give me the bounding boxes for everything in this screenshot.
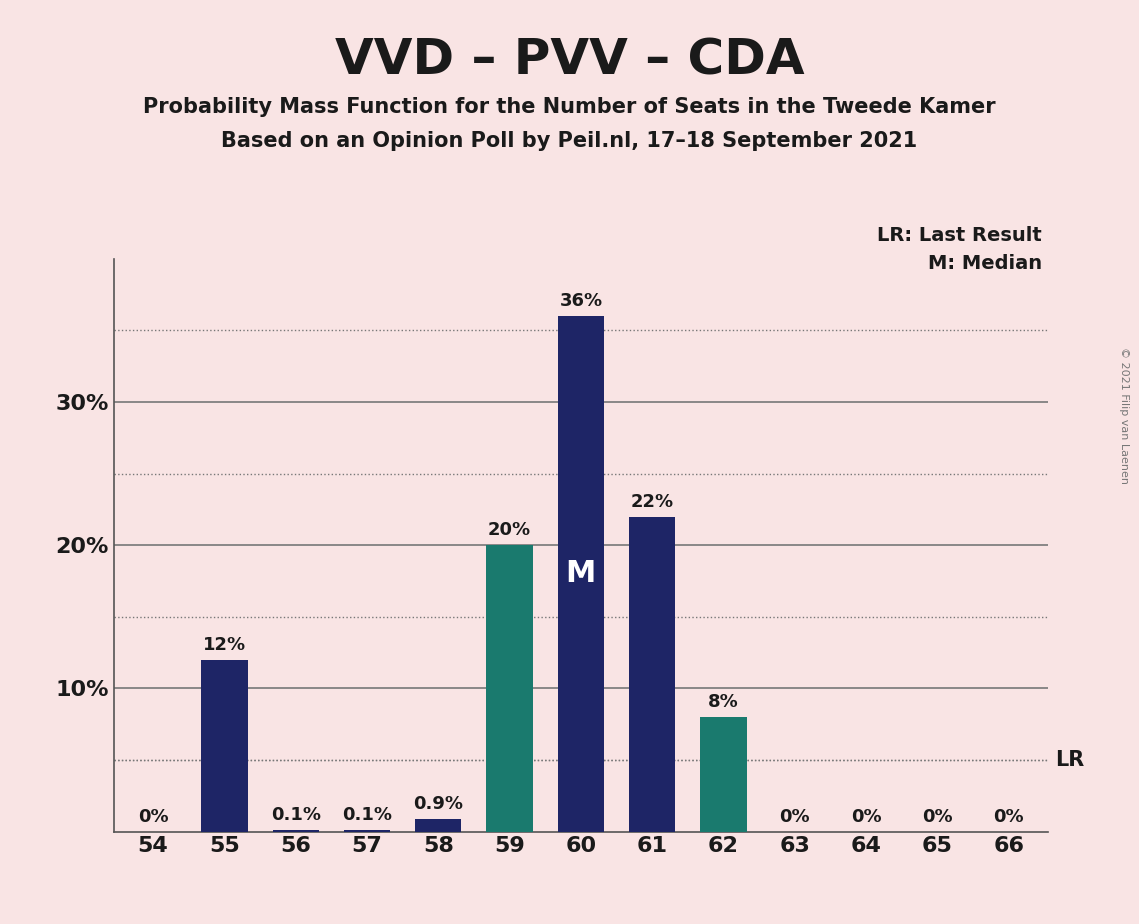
Text: 22%: 22%: [631, 492, 674, 511]
Text: M: Median: M: Median: [928, 254, 1042, 274]
Bar: [700, 717, 747, 832]
Bar: [629, 517, 675, 832]
Text: 0%: 0%: [993, 808, 1024, 826]
Bar: [415, 819, 461, 832]
Bar: [272, 830, 319, 832]
Text: Based on an Opinion Poll by Peil.nl, 17–18 September 2021: Based on an Opinion Poll by Peil.nl, 17–…: [221, 131, 918, 152]
Text: 0%: 0%: [138, 808, 169, 826]
Text: 20%: 20%: [487, 521, 531, 540]
Text: 8%: 8%: [708, 693, 739, 711]
Text: VVD – PVV – CDA: VVD – PVV – CDA: [335, 37, 804, 85]
Bar: [344, 830, 391, 832]
Text: Probability Mass Function for the Number of Seats in the Tweede Kamer: Probability Mass Function for the Number…: [144, 97, 995, 117]
Text: 36%: 36%: [559, 292, 603, 310]
Bar: [558, 316, 604, 832]
Text: 0.9%: 0.9%: [413, 795, 464, 813]
Text: LR: LR: [1055, 750, 1084, 770]
Text: 0%: 0%: [851, 808, 882, 826]
Text: M: M: [566, 559, 596, 589]
Text: LR: Last Result: LR: Last Result: [877, 226, 1042, 246]
Text: 0%: 0%: [923, 808, 952, 826]
Bar: [486, 545, 533, 832]
Text: 0.1%: 0.1%: [342, 807, 392, 824]
Text: © 2021 Filip van Laenen: © 2021 Filip van Laenen: [1120, 347, 1129, 484]
Text: 0%: 0%: [779, 808, 810, 826]
Text: 12%: 12%: [203, 636, 246, 654]
Text: 0.1%: 0.1%: [271, 807, 321, 824]
Bar: [202, 660, 247, 832]
